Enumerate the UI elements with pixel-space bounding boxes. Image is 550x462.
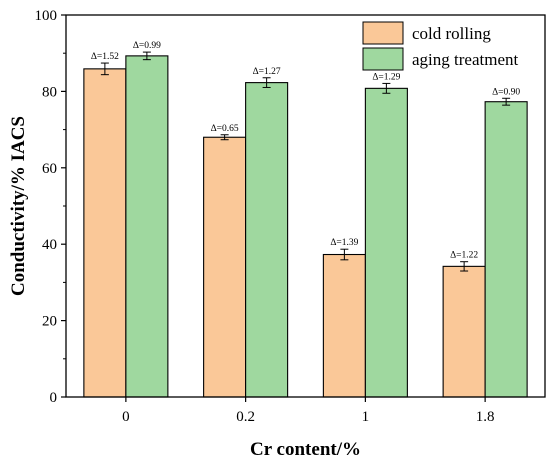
data-label: Δ=1.29: [372, 72, 400, 82]
data-label: Δ=1.52: [91, 52, 119, 62]
bar-aging-treatment: [125, 55, 169, 398]
y-axis-title: Conductivity/% IACS: [8, 116, 29, 296]
y-tick-label: 0: [50, 390, 58, 406]
legend-swatch: [362, 47, 404, 71]
bar-aging-treatment: [364, 87, 408, 398]
y-tick-label: 80: [42, 84, 57, 100]
data-label: Δ=1.27: [253, 67, 281, 77]
bar-cold-rolling: [83, 68, 127, 398]
error-bars-layer: [100, 51, 511, 272]
y-tick-label: 100: [35, 8, 58, 24]
bar-aging-treatment: [484, 101, 528, 398]
x-tick-label: 1: [362, 409, 370, 425]
x-axis-title: Cr content/%: [250, 439, 361, 460]
x-tick-label: 1.8: [476, 409, 495, 425]
data-label: Δ=0.90: [492, 87, 520, 97]
bars-layer: [83, 55, 528, 398]
data-label: Δ=1.39: [330, 238, 358, 248]
x-tick-label: 0: [122, 409, 130, 425]
bar-cold-rolling: [203, 136, 247, 398]
y-axis: 0 20 40 60 80 100: [35, 8, 66, 406]
x-tick-label: 0.2: [236, 409, 255, 425]
data-label: Δ=0.65: [211, 124, 239, 134]
y-tick-label: 20: [42, 314, 57, 330]
data-label: Δ=1.22: [450, 251, 478, 261]
bar-cold-rolling: [442, 265, 486, 398]
y-tick-label: 40: [42, 237, 57, 253]
legend-label: aging treatment: [412, 50, 518, 69]
bar-aging-treatment: [245, 82, 289, 398]
legend-label: cold rolling: [412, 24, 491, 43]
bar-cold-rolling: [322, 253, 366, 398]
data-label: Δ=0.99: [133, 41, 161, 51]
x-axis: 0 0.2 1 1.8: [122, 397, 495, 425]
legend: cold rolling aging treatment: [362, 21, 518, 71]
data-labels-layer: Δ=1.52 Δ=0.99 Δ=0.65 Δ=1.27 Δ=1.39 Δ=1.29 Δ=1.…: [91, 41, 521, 261]
legend-swatch: [362, 21, 404, 45]
y-tick-label: 60: [42, 161, 57, 177]
